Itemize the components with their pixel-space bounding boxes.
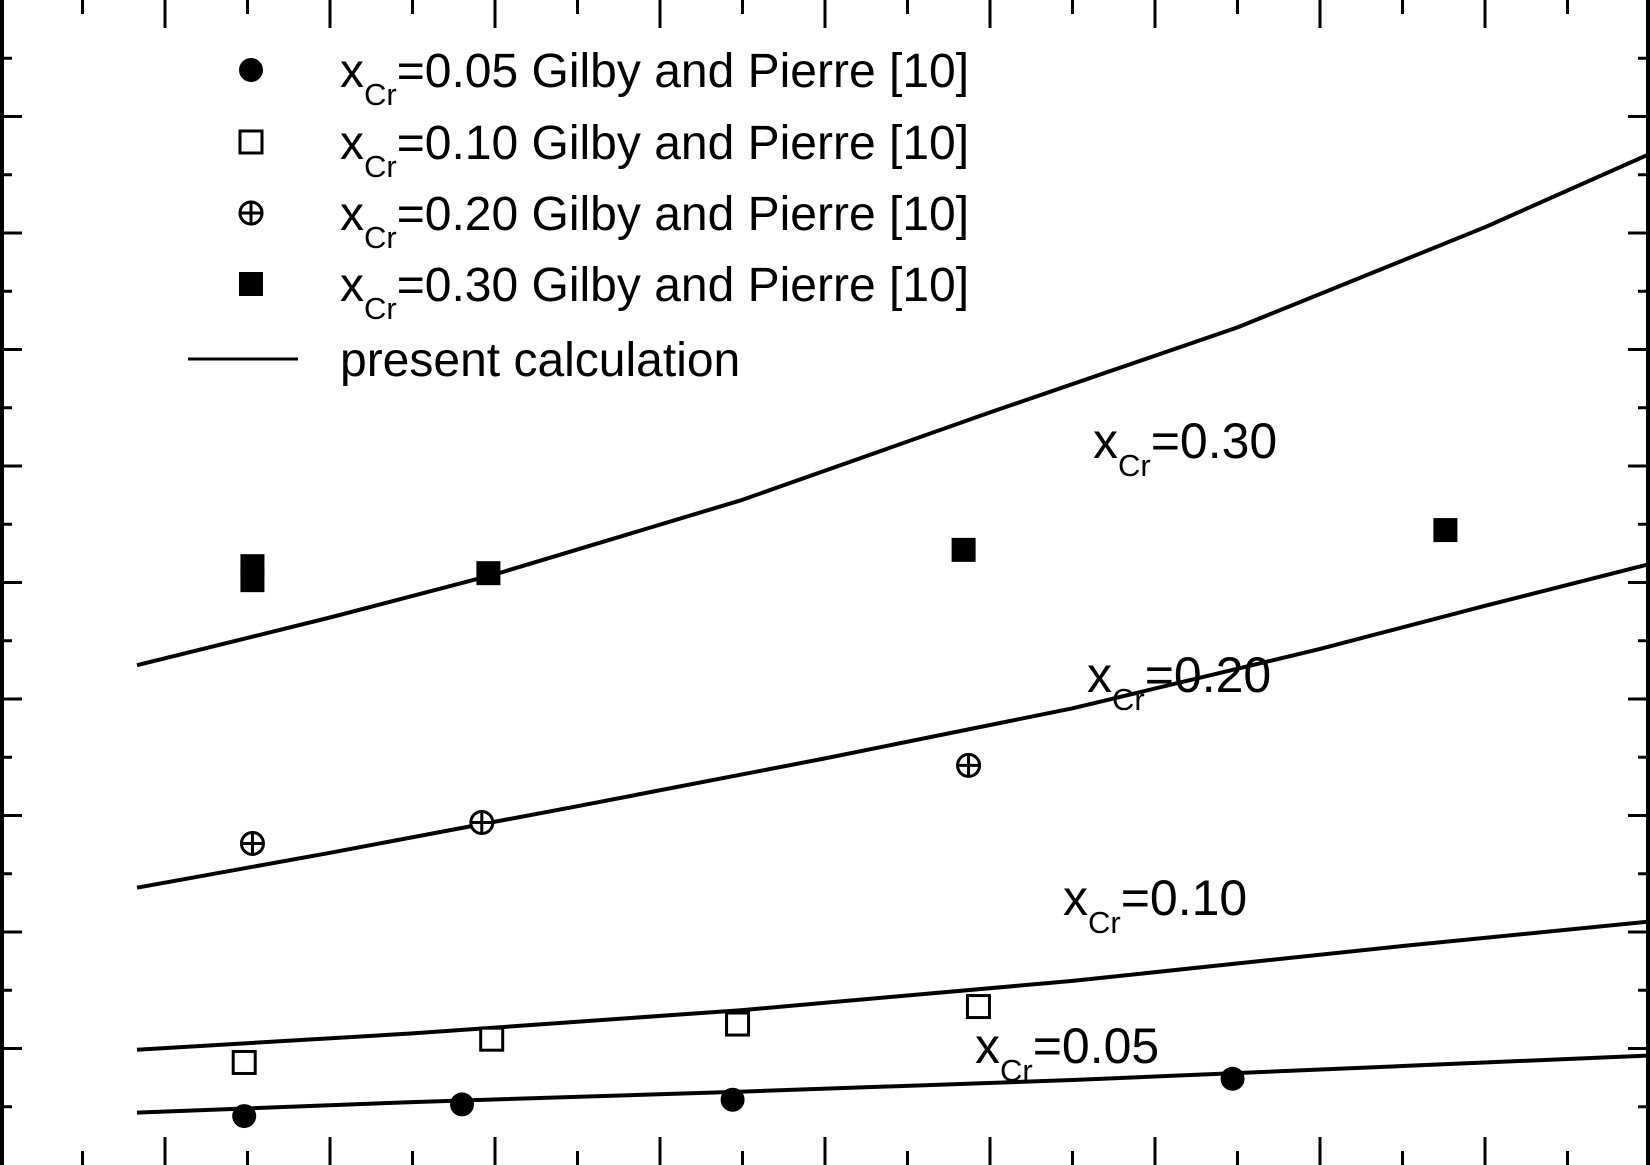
curve-label-2: xCr=0.20 [1087, 647, 1271, 717]
data-point-s2-1 [469, 809, 495, 835]
legend-marker-2 [238, 200, 264, 226]
legend-item-3: xCr=0.30 Gilby and Pierre [10] [239, 259, 969, 326]
marker-shape [239, 58, 263, 82]
data-point-s3-3 [951, 537, 976, 562]
calculation-curve-1 [136, 919, 1650, 1052]
legend-label-0: xCr=0.05 Gilby and Pierre [10] [340, 45, 969, 112]
measured-points [231, 518, 1458, 1129]
legend-item-1: xCr=0.10 Gilby and Pierre [10] [238, 117, 969, 184]
marker-shape [725, 1011, 751, 1037]
marker-shape [239, 272, 263, 296]
legend-item-curve: present calculation [188, 334, 740, 387]
data-point-s2-0 [239, 830, 265, 856]
curve-label-1: xCr=0.10 [1063, 870, 1247, 940]
data-point-s2-2 [956, 752, 982, 778]
marker-shape [231, 1049, 257, 1075]
data-point-s3-1 [240, 554, 265, 579]
calculation-curve-0 [136, 1053, 1650, 1115]
marker-shape [232, 1104, 257, 1129]
data-point-s0-3 [1220, 1066, 1245, 1091]
marker-shape [479, 1026, 505, 1052]
legend-label-curve: present calculation [340, 334, 740, 387]
marker-shape [450, 1092, 474, 1117]
data-point-s1-2 [725, 1011, 751, 1037]
curve-label-0: xCr=0.05 [975, 1018, 1159, 1088]
calculation-curve-2 [136, 561, 1650, 890]
data-point-s1-0 [231, 1049, 257, 1075]
marker-shape [951, 537, 976, 562]
curve-label-3: xCr=0.30 [1093, 413, 1277, 483]
data-point-s0-2 [720, 1087, 745, 1112]
legend-item-0: xCr=0.05 Gilby and Pierre [10] [239, 45, 969, 112]
calculation-curve-3 [136, 151, 1650, 668]
marker-shape [238, 129, 264, 155]
legend-marker-3 [239, 272, 263, 296]
data-point-s0-1 [450, 1092, 474, 1117]
marker-shape [476, 561, 501, 586]
legend-marker-1 [238, 129, 264, 155]
calculation-curves [136, 151, 1650, 1115]
legend-label-2: xCr=0.20 Gilby and Pierre [10] [340, 188, 969, 255]
legend: xCr=0.05 Gilby and Pierre [10]xCr=0.10 G… [188, 45, 969, 387]
legend-marker-0 [239, 58, 263, 82]
legend-label-1: xCr=0.10 Gilby and Pierre [10] [340, 117, 969, 184]
legend-label-3: xCr=0.30 Gilby and Pierre [10] [340, 259, 969, 326]
curve-labels: xCr=0.05 xCr=0.10 xCr=0.20 xCr=0.30 [975, 413, 1277, 1088]
marker-shape [240, 554, 265, 579]
marker-shape [1220, 1066, 1245, 1091]
legend-item-2: xCr=0.20 Gilby and Pierre [10] [238, 188, 969, 255]
data-point-s3-2 [476, 561, 501, 586]
data-point-s0-0 [232, 1104, 257, 1129]
data-point-s3-4 [1433, 518, 1458, 543]
marker-shape [720, 1087, 745, 1112]
marker-shape [965, 994, 991, 1020]
data-point-s1-3 [965, 994, 991, 1020]
marker-shape [1433, 518, 1458, 543]
data-point-s1-1 [479, 1026, 505, 1052]
